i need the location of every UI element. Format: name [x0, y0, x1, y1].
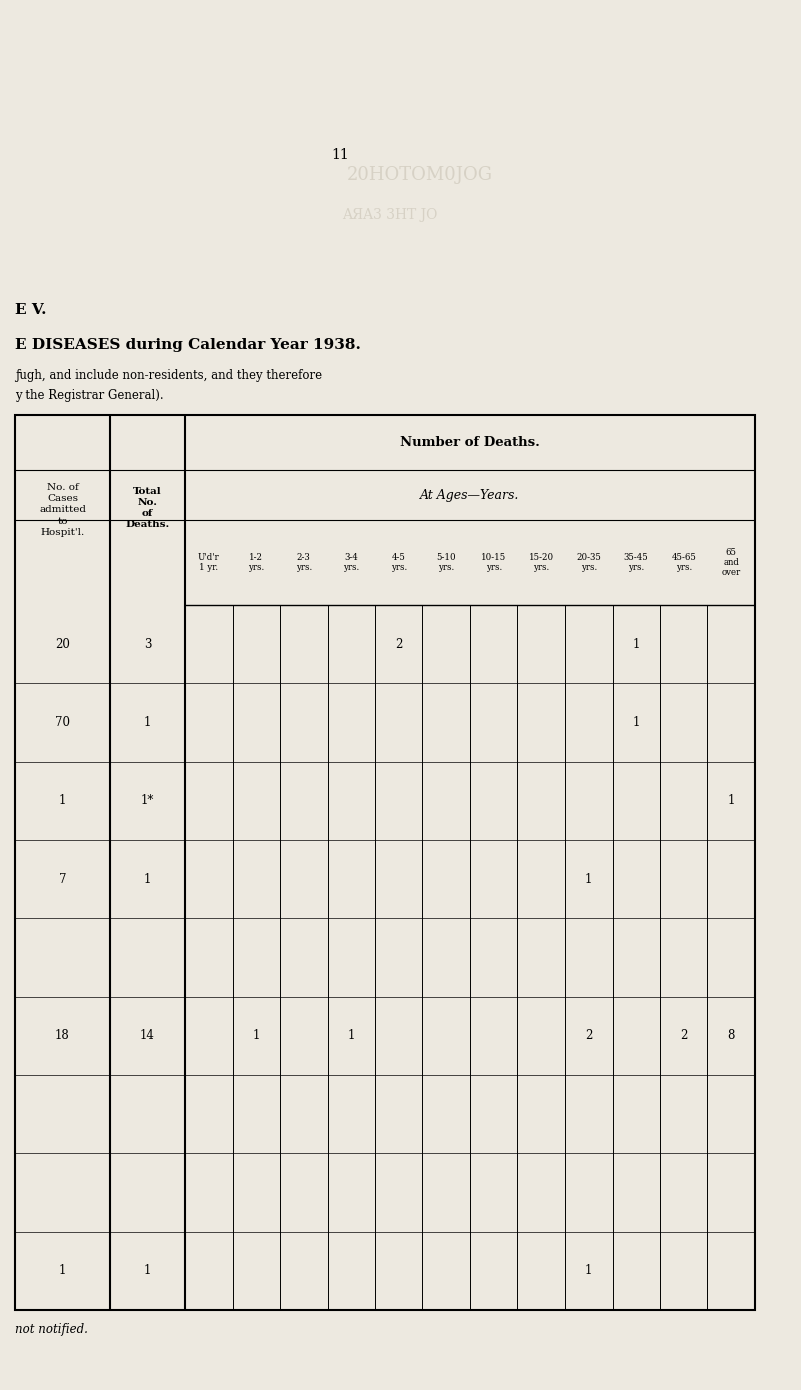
Text: 2: 2: [680, 1030, 687, 1042]
Text: 11: 11: [331, 147, 349, 163]
Text: 35-45
yrs.: 35-45 yrs.: [624, 553, 649, 573]
Text: 1: 1: [633, 716, 640, 728]
Text: 1: 1: [585, 1265, 593, 1277]
Text: 3-4
yrs.: 3-4 yrs.: [343, 553, 360, 573]
Text: 1: 1: [348, 1030, 355, 1042]
Text: 1: 1: [252, 1030, 260, 1042]
Text: 20-35
yrs.: 20-35 yrs.: [576, 553, 602, 573]
Text: y the Registrar General).: y the Registrar General).: [15, 388, 163, 402]
Text: 70: 70: [55, 716, 70, 728]
Text: 14: 14: [140, 1030, 155, 1042]
Text: not notified.: not notified.: [15, 1323, 88, 1337]
Text: 5-10
yrs.: 5-10 yrs.: [437, 553, 456, 573]
Bar: [15, 416, 755, 1309]
Text: 1: 1: [144, 873, 151, 885]
Text: E V.: E V.: [15, 303, 46, 317]
Text: 3: 3: [143, 638, 151, 651]
Text: 2: 2: [395, 638, 402, 651]
Text: 2-3
yrs.: 2-3 yrs.: [296, 553, 312, 573]
Text: 2: 2: [585, 1030, 593, 1042]
Text: 45-65
yrs.: 45-65 yrs.: [671, 553, 696, 573]
Text: Number of Deaths.: Number of Deaths.: [400, 436, 540, 449]
Text: 1: 1: [58, 794, 66, 808]
Text: 4-5
yrs.: 4-5 yrs.: [391, 553, 407, 573]
Text: 1*: 1*: [141, 794, 154, 808]
Text: 20: 20: [55, 638, 70, 651]
Text: 18: 18: [55, 1030, 70, 1042]
Text: 1: 1: [58, 1265, 66, 1277]
Text: 1: 1: [633, 638, 640, 651]
Text: 1: 1: [144, 1265, 151, 1277]
Text: 1: 1: [727, 794, 735, 808]
Text: 15-20
yrs.: 15-20 yrs.: [529, 553, 553, 573]
Text: No. of
Cases
admitted
to
Hospit'l.: No. of Cases admitted to Hospit'l.: [39, 484, 86, 537]
Text: 1: 1: [585, 873, 593, 885]
Text: E DISEASES during Calendar Year 1938.: E DISEASES during Calendar Year 1938.: [15, 338, 361, 352]
Text: 1: 1: [144, 716, 151, 728]
Text: U'd'r
1 yr.: U'd'r 1 yr.: [198, 553, 219, 573]
Text: 8: 8: [727, 1030, 735, 1042]
Text: 20HOTOM0JOG: 20HOTOM0JOG: [347, 165, 493, 183]
Text: AЯA3 3HT JO: AЯA3 3HT JO: [342, 208, 437, 222]
Text: 1-2
yrs.: 1-2 yrs.: [248, 553, 264, 573]
Text: 7: 7: [58, 873, 66, 885]
Text: 65
and
over: 65 and over: [722, 548, 741, 577]
Text: 10-15
yrs.: 10-15 yrs.: [481, 553, 506, 573]
Text: ƒugh, and include non-residents, and they therefore: ƒugh, and include non-residents, and the…: [15, 368, 322, 381]
Text: At Ages—Years.: At Ages—Years.: [421, 488, 520, 502]
Text: Total
No.
of
Deaths.: Total No. of Deaths.: [126, 486, 170, 530]
